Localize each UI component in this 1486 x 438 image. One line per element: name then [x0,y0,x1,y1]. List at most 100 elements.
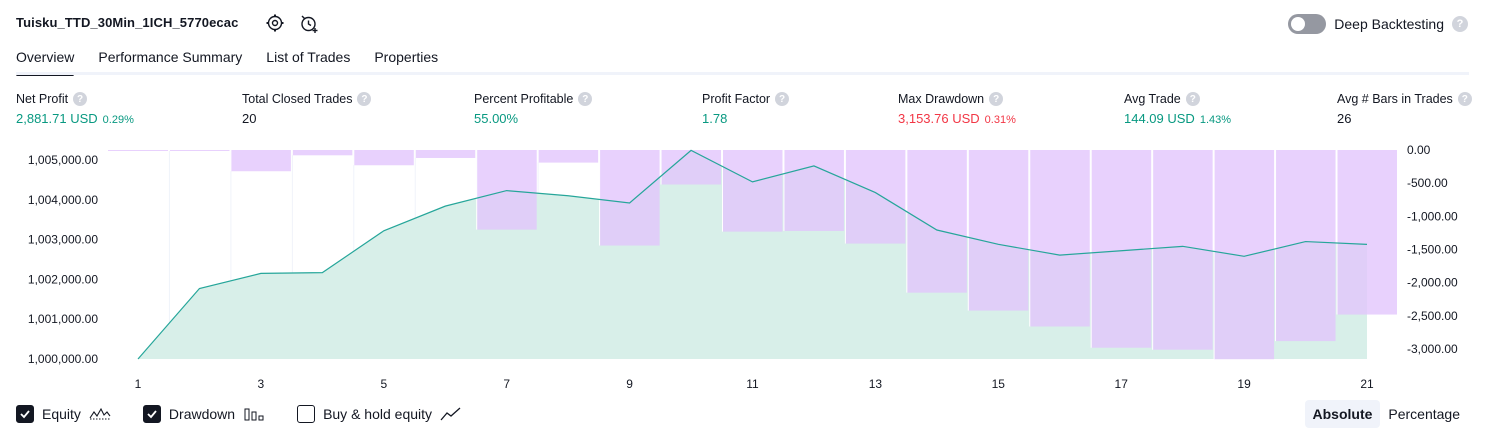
drawdown-bar [722,150,783,232]
tab-overview[interactable]: Overview [16,46,75,76]
legend-label: Equity [42,406,81,422]
left-axis-tick-label: 1,002,000.00 [28,272,98,286]
drawdown-bar [1029,150,1090,327]
drawdown-bar [661,150,722,185]
right-axis-tick-label: -1,500.00 [1407,243,1458,257]
metric-percent: 0.31% [984,114,1016,126]
metric-value: 20 [242,111,257,126]
right-axis-tick-label: 0.00 [1407,143,1431,157]
metric-profit-factor: Profit Factor? 1.78 [702,92,790,126]
right-axis-tick-label: -2,500.00 [1407,309,1458,323]
metric-max-drawdown: Max Drawdown? 3,153.76 USD 0.31% [898,92,1016,126]
drawdown-bar [538,150,599,163]
left-axis-tick-label: 1,004,000.00 [28,193,98,207]
drawdown-bar [845,150,906,244]
x-axis-tick-label: 17 [1115,377,1129,391]
metric-avg-bars-in-trades: Avg # Bars in Trades? 26 [1337,92,1472,126]
x-axis-tick-label: 15 [992,377,1006,391]
left-axis-tick-label: 1,000,000.00 [28,352,98,366]
left-axis-tick-label: 1,005,000.00 [28,153,98,167]
drawdown-bar [1337,150,1397,315]
tab-properties[interactable]: Properties [374,49,439,65]
help-icon[interactable]: ? [73,92,88,106]
x-axis-tick-label: 7 [503,377,510,391]
equity-line [137,149,1368,360]
equity-drawdown-chart: 1,005,000.00 1,004,000.00 1,003,000.00 1,00… [28,143,1458,391]
metric-percent: 1.43% [1199,114,1232,126]
drawdown-bar [476,150,537,230]
x-axis-tick-label: 13 [869,377,883,391]
deep-backtesting-label: Deep Backtesting [1334,16,1444,32]
metric-value: 144.09 USD [1124,111,1195,126]
drawdown-bar [353,150,414,166]
gear-icon[interactable] [264,12,286,34]
buy-hold-checkbox[interactable] [297,405,316,423]
x-axis-tick-label: 9 [626,377,633,391]
right-axis-tick-label: -500.00 [1407,176,1448,190]
metric-value: 1.78 [702,111,728,126]
drawdown-checkbox[interactable] [142,405,161,423]
metric-label: Percent Profitable [474,92,574,106]
drawdown-bar [783,150,844,231]
right-axis-tick-label: -1,000.00 [1407,209,1458,223]
drawdown-bar [169,150,230,151]
strategy-title: Tuisku_TTD_30Min_1ICH_5770ecac [16,15,239,30]
metric-avg-trade: Avg Trade? 144.09 USD 1.43% [1124,92,1231,126]
help-icon[interactable]: ? [578,92,593,106]
drawdown-bar [415,150,476,158]
absolute-button[interactable]: Absolute [1304,400,1381,428]
left-axis-tick-label: 1,001,000.00 [28,312,98,326]
drawdown-bar [108,150,168,151]
drawdown-bar [230,150,291,172]
help-icon[interactable]: ? [775,92,790,106]
legend-equity[interactable]: Equity [16,405,111,423]
toggle-knob [1291,17,1306,31]
x-axis-tick-label: 1 [135,377,142,391]
drawdown-bar [906,150,967,293]
metric-value: 3,153.76 USD [898,111,980,126]
equity-line-icon [89,406,111,422]
metric-label: Total Closed Trades [242,92,353,106]
metric-value: 55.00% [474,111,519,126]
metric-label: Net Profit [16,92,69,106]
metrics-row: Net Profit? 2,881.71 USD 0.29% Total Clos… [0,92,1486,132]
drawdown-bar [599,150,660,246]
right-axis-tick-label: -3,000.00 [1407,342,1458,356]
scale-toggle: Absolute Percentage [1304,400,1469,428]
legend-label: Buy & hold equity [323,406,433,422]
metric-percent: 0.29% [102,114,134,126]
x-axis-tick-label: 3 [258,377,265,391]
legend-drawdown[interactable]: Drawdown [142,405,265,423]
metric-label: Max Drawdown [898,92,985,106]
tab-list-of-trades[interactable]: List of Trades [266,49,351,65]
alarm-clock-plus-icon[interactable] [298,12,320,34]
help-icon[interactable]: ? [989,92,1004,106]
percentage-button[interactable]: Percentage [1388,406,1460,422]
legend-buy-hold-equity[interactable]: Buy & hold equity [297,405,462,423]
report-tabs: Overview Performance Summary List of Tra… [16,46,439,76]
drawdown-bar [968,150,1029,311]
deep-backtesting: Deep Backtesting ? [1288,14,1468,34]
deep-backtesting-toggle[interactable] [1288,14,1327,34]
report-header: Tuisku_TTD_30Min_1ICH_5770ecac Deep Back… [0,0,1486,46]
metric-label: Avg Trade [1124,92,1181,106]
tab-performance-summary[interactable]: Performance Summary [98,49,243,65]
drawdown-bar [292,150,353,156]
chart-legend: Equity Drawdown Buy & hold equity [16,404,494,424]
right-axis-tick-label: -2,000.00 [1407,276,1458,290]
drawdown-bars-icon [243,406,265,422]
help-icon[interactable]: ? [1185,92,1200,106]
metric-percent-profitable: Percent Profitable? 55.00% [474,92,593,126]
legend-label: Drawdown [168,406,236,422]
drawdown-bar [1214,150,1275,360]
buy-hold-line-icon [440,406,462,422]
x-axis-tick-label: 11 [746,377,759,391]
help-icon[interactable]: ? [1452,16,1468,32]
x-axis-tick-label: 21 [1360,377,1374,391]
equity-checkbox[interactable] [16,405,34,423]
help-icon[interactable]: ? [1457,92,1472,106]
help-icon[interactable]: ? [357,92,372,106]
metric-value: 26 [1337,111,1352,126]
metric-net-profit: Net Profit? 2,881.71 USD 0.29% [16,92,134,126]
left-axis-tick-label: 1,003,000.00 [28,233,98,247]
